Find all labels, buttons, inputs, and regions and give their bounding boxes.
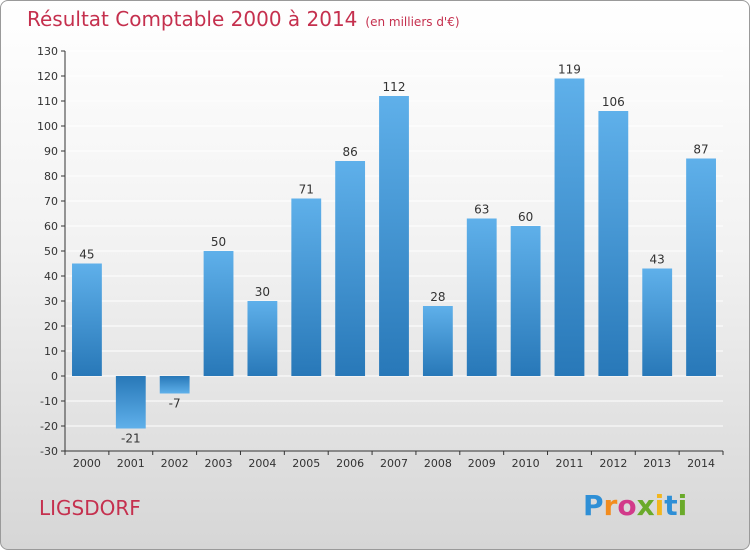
y-tick-label: -10 [40,395,58,408]
x-tick-label: 2001 [117,457,145,470]
logo-letter: r [603,489,618,522]
bar-2001 [115,376,146,429]
bar-2012 [598,111,629,376]
logo-letter: i [677,489,688,522]
y-tick-label: 40 [44,270,58,283]
chart-title: Résultat Comptable 2000 à 2014 (en millie… [27,7,460,31]
bar-2002 [159,376,190,394]
logo-letter: P [583,489,604,522]
chart-unit: (en milliers d'€) [365,15,460,29]
bar-2000 [72,263,102,376]
y-tick-label: 130 [37,45,58,58]
y-tick-label: 100 [37,120,58,133]
data-label: 28 [430,290,445,304]
logo-letter: t [664,489,678,522]
x-tick-label: 2002 [161,457,189,470]
bar-2006 [335,161,366,376]
bar-2008 [422,306,453,376]
bar-2003 [203,251,234,376]
data-label: 45 [79,248,94,262]
x-tick-label: 2011 [555,457,583,470]
data-label: 112 [383,80,406,94]
y-tick-label: 110 [37,95,58,108]
data-label: 63 [474,203,489,217]
bar-2009 [466,218,497,376]
data-label: 60 [518,210,533,224]
y-tick-label: -20 [40,420,58,433]
bar-2013 [642,268,673,376]
proxiti-logo: Proxiti [583,489,687,522]
y-tick-label: 30 [44,295,58,308]
bar-2004 [247,301,278,376]
chart-title-text: Résultat Comptable 2000 à 2014 [27,7,358,31]
data-label: 30 [255,285,270,299]
data-label: 119 [558,63,581,77]
data-label: 43 [650,253,665,267]
bar-2010 [510,226,541,376]
y-tick-label: 120 [37,70,58,83]
logo-letter: i [654,489,665,522]
bar-2014 [686,158,716,376]
data-label: -7 [169,397,181,411]
bar-2007 [379,96,409,376]
bar-2011 [554,78,585,376]
data-label: -21 [121,432,141,446]
data-label: 50 [211,235,226,249]
place-name: LIGSDORF [39,496,141,520]
data-label: 71 [299,183,314,197]
y-tick-label: 50 [44,245,58,258]
bar-2005 [291,198,322,376]
y-tick-label: 0 [51,370,58,383]
x-tick-label: 2008 [424,457,452,470]
y-tick-label: 60 [44,220,58,233]
data-label: 87 [693,143,708,157]
logo-letter: o [617,489,637,522]
data-label: 106 [602,95,625,109]
x-tick-label: 2010 [512,457,540,470]
y-tick-label: 70 [44,195,58,208]
bars [72,78,716,429]
logo-text: Proxiti [583,489,687,522]
x-tick-label: 2009 [468,457,496,470]
data-label: 86 [342,145,357,159]
y-tick-label: 90 [44,145,58,158]
x-tick-label: 2005 [292,457,320,470]
axes: -30 -20 -10 0 10 20 30 40 50 60 70 80 90 100 110 120 130… [37,45,724,470]
y-tick-label: 10 [44,345,58,358]
x-tick-label: 2013 [643,457,671,470]
x-tick-label: 2012 [599,457,627,470]
logo-letter: x [636,489,655,522]
y-tick-label: 80 [44,170,58,183]
x-tick-label: 2014 [687,457,715,470]
data-labels: 45 -21 -7 50 30 71 86 112 28 63 60 119 106 43 87 [79,63,708,446]
x-tick-label: 2006 [336,457,364,470]
x-tick-label: 2004 [248,457,276,470]
x-tick-label: 2003 [205,457,233,470]
y-tick-label: -30 [40,445,58,458]
x-tick-label: 2000 [73,457,101,470]
x-tick-label: 2007 [380,457,408,470]
y-tick-label: 20 [44,320,58,333]
